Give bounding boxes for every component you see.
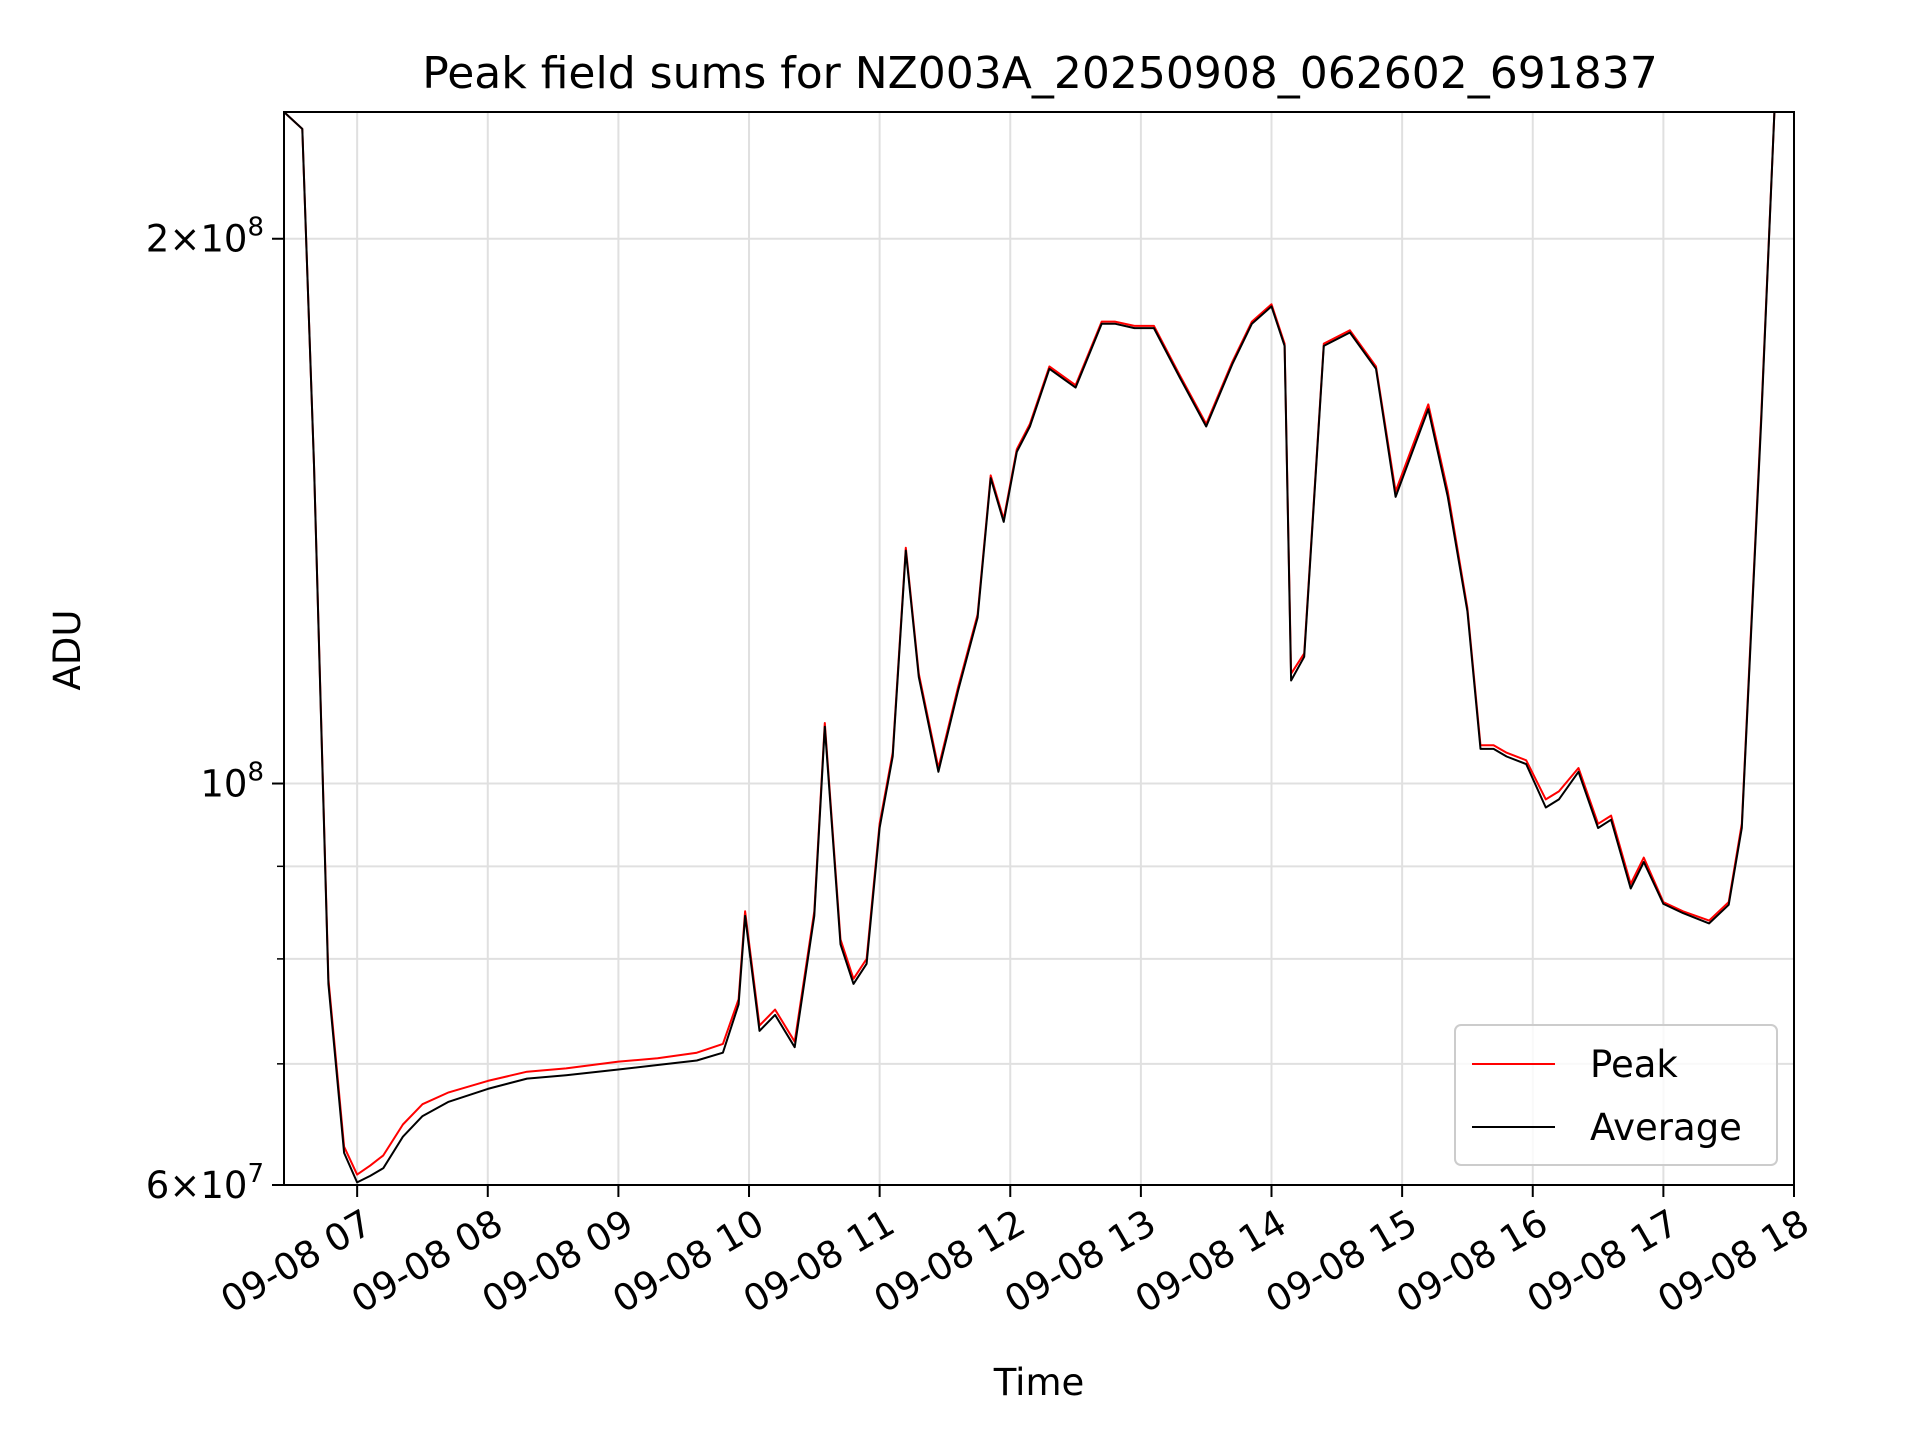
legend-box	[1454, 1024, 1778, 1166]
y-tick-label: 2×108	[146, 213, 264, 261]
series-line-peak	[284, 112, 1776, 1176]
y-tick-exponent: 7	[247, 1159, 264, 1189]
axes-frame	[283, 111, 1795, 1186]
y-tick-mantissa: 6	[146, 1164, 170, 1207]
y-tick-label: 108	[200, 758, 264, 806]
legend-label-peak: Peak	[1590, 1043, 1678, 1086]
y-tick-exponent: 8	[247, 758, 264, 788]
x-axis-label: Time	[993, 1361, 1085, 1404]
grid	[284, 112, 1795, 1185]
chart-title: Peak field sums for NZ003A_20250908_0626…	[422, 48, 1657, 99]
series-line-average	[284, 112, 1776, 1184]
y-tick-label: 6×107	[146, 1159, 264, 1207]
y-axis-label: ADU	[46, 610, 89, 691]
y-tick-mantissa: 2	[146, 218, 170, 261]
legend-label-average: Average	[1590, 1106, 1742, 1149]
y-axis: 6×107 108 2×108	[146, 213, 284, 1207]
plot-area	[284, 112, 1776, 1184]
legend: Peak Average	[1454, 1024, 1778, 1166]
y-tick-exponent: 8	[247, 213, 264, 243]
